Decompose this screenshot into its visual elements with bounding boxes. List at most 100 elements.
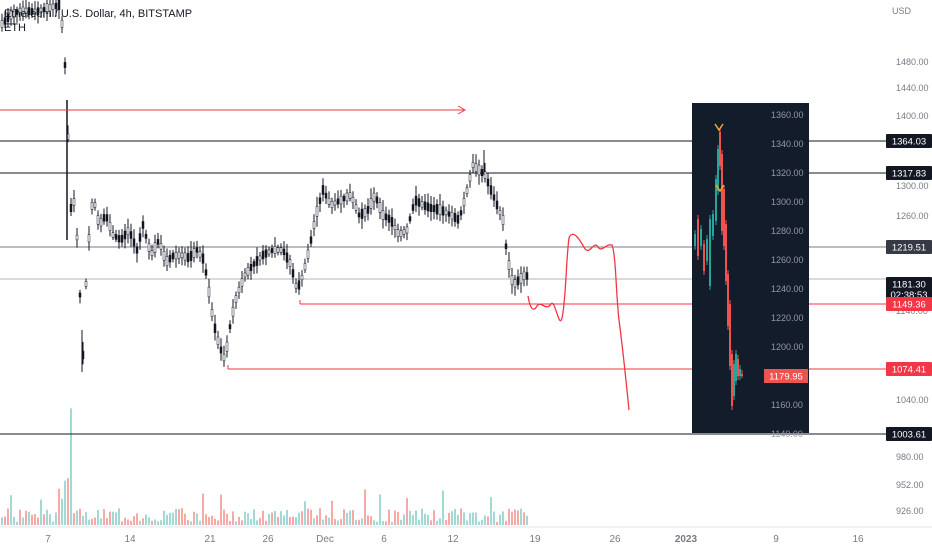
volume-bar (355, 519, 357, 525)
volume-bar (460, 508, 462, 525)
volume-bar (4, 516, 6, 525)
volume-bar (85, 512, 87, 525)
candle-body (510, 275, 514, 285)
candle-body (360, 208, 364, 219)
inset-candle-body (706, 239, 708, 261)
candle-body (423, 201, 427, 210)
candle-body (333, 200, 337, 206)
candle-body (141, 221, 145, 229)
volume-bar (493, 511, 495, 525)
candle-body (357, 212, 361, 218)
volume-bar (394, 510, 396, 525)
volume-bar (436, 520, 438, 525)
candle-body (123, 230, 127, 240)
volume-bar (151, 520, 153, 525)
candle-body (63, 62, 67, 68)
candle-body (207, 286, 211, 298)
volume-bar (289, 517, 291, 525)
candle-body (183, 252, 187, 261)
volume-bar (70, 408, 72, 525)
candle-body (453, 213, 457, 222)
candle-body (156, 239, 160, 245)
inset-price-tick: 1260.00 (771, 255, 804, 265)
volume-bar (361, 518, 363, 525)
inset-price-tick: 1340.00 (771, 139, 804, 149)
candle-body (60, 19, 64, 28)
volume-bar (265, 520, 267, 525)
candle-body (105, 214, 109, 222)
volume-bar (373, 520, 375, 525)
volume-bar (490, 497, 492, 525)
candle-body (459, 210, 463, 216)
candle-body (108, 222, 112, 231)
price-label-box (886, 362, 932, 376)
price-labels: 1364.03 1317.83 1219.51 1181.3002:38:531149… (886, 134, 932, 441)
candle-body (45, 3, 49, 14)
candle-body (363, 208, 367, 218)
projection-path[interactable] (527, 233, 630, 411)
price-label-box (886, 166, 932, 180)
volume-bar (124, 517, 126, 525)
candle-body (261, 250, 265, 260)
price-tick: 952.00 (896, 480, 924, 490)
volume-bar (217, 520, 219, 525)
volume-bar (166, 514, 168, 525)
candle-body (486, 178, 490, 187)
volume-bar (136, 513, 138, 525)
price-label: 1317.83 (892, 169, 926, 180)
candle-body (225, 341, 229, 352)
candle-body (153, 242, 157, 253)
inset-candle-body (729, 304, 731, 366)
candle-body (231, 306, 235, 317)
volume-bar (331, 500, 333, 525)
drawings[interactable] (0, 105, 630, 411)
inset-candle-body (741, 374, 743, 376)
volume-bar (448, 512, 450, 525)
time-axis[interactable]: 7 14 21 26 Dec 6 12 19 26 2023 9 16 (0, 526, 932, 545)
inset-price-tick: 1160.00 (771, 400, 803, 410)
volume-bar (340, 519, 342, 525)
candle-body (291, 269, 295, 278)
symbol-title[interactable]: Ethereum / U.S. Dollar, 4h, BITSTAMP (4, 8, 193, 20)
volume-bar (22, 517, 24, 525)
volume-bar (334, 519, 336, 525)
candle-body (36, 7, 40, 16)
inset-candle-body (727, 274, 729, 326)
volume-bar (511, 511, 513, 525)
candle-body (495, 200, 499, 210)
candle-body (300, 274, 304, 281)
candle-body (369, 198, 373, 209)
candle-body (522, 271, 526, 280)
volume-bar (46, 509, 48, 525)
volume-bar (310, 509, 312, 525)
candle-body (201, 253, 205, 264)
candle-body (507, 260, 511, 270)
volume-bar (457, 514, 459, 525)
volume-bar (271, 512, 273, 525)
price-label: 1003.61 (892, 430, 926, 441)
volume-bars (1, 408, 528, 525)
price-label-box (886, 427, 932, 441)
volume-bar (37, 517, 39, 525)
volume-bar (7, 508, 9, 525)
candle-body (315, 206, 319, 217)
price-label: 1074.41 (892, 365, 926, 376)
candle-body (456, 215, 460, 224)
volume-bar (463, 512, 465, 525)
volume-bar (517, 510, 519, 525)
volume-bar (433, 510, 435, 525)
volume-bar (508, 508, 510, 525)
candle-body (348, 192, 352, 199)
candle-body (345, 192, 349, 202)
candle-body (216, 336, 220, 345)
price-label: 1364.03 (892, 137, 926, 148)
inset-price-tick: 1240.00 (771, 284, 804, 294)
volume-bar (49, 514, 51, 525)
candle-body (93, 202, 97, 208)
symbol-sub-label: ETH (4, 22, 26, 34)
candle-body (54, 2, 58, 9)
candle-body (90, 202, 94, 210)
price-tick: 1260.00 (896, 211, 929, 221)
